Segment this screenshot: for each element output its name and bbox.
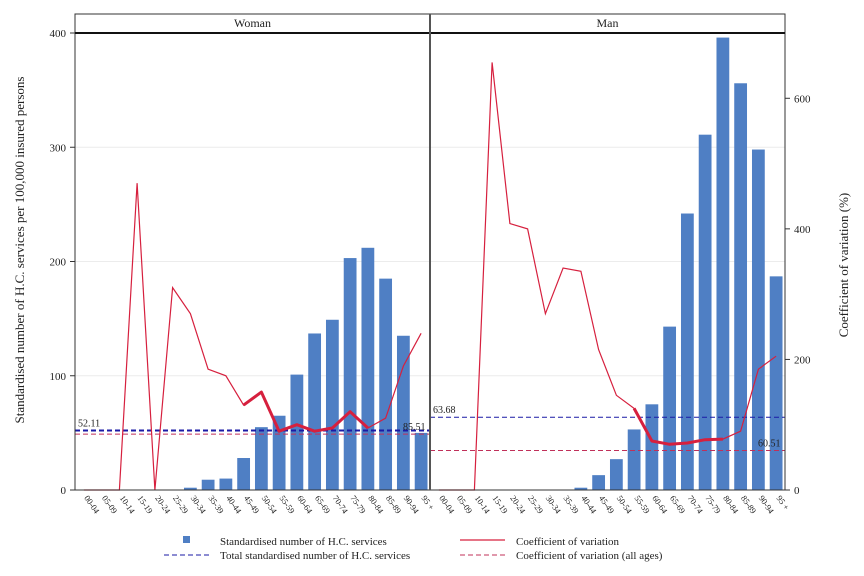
y-right-tick-label-600: 600 — [794, 93, 811, 105]
y-left-tick-label-200: 200 — [50, 257, 67, 269]
bar-man-85-89 — [734, 83, 748, 491]
x-tick-label-woman-75-79: 75-79 — [348, 493, 368, 515]
y-right-axis-title: Coefficient of variation (%) — [836, 193, 851, 338]
x-tick-label-man-60-64: 60-64 — [650, 493, 670, 516]
bar-woman-50-54 — [254, 427, 268, 490]
x-tick-label-man-25-29: 25-29 — [526, 493, 546, 515]
x-tick-label-man-35-39: 35-39 — [561, 493, 581, 515]
x-tick-label-woman-90-94: 90-94 — [402, 493, 422, 516]
total-label-man: 63.68 — [433, 405, 456, 416]
legend-label-total: Total standardised number of H.C. servic… — [220, 550, 410, 562]
bar-man-65-69 — [663, 326, 677, 490]
panel-title-man: Man — [597, 16, 619, 30]
bar-man-45-49 — [592, 475, 606, 490]
x-tick-label-man-90-94: 90-94 — [757, 493, 777, 516]
x-tick-label-woman-55-59: 55-59 — [277, 493, 297, 515]
x-tick-label-man-10-14: 10-14 — [473, 493, 493, 516]
bar-woman-80-84 — [361, 247, 375, 490]
legend-swatch-services — [183, 536, 190, 543]
x-tick-label-woman-40-44: 40-44 — [224, 493, 244, 516]
x-tick-label-woman-80-84: 80-84 — [366, 493, 386, 516]
cv-line-highlight-man — [632, 407, 723, 446]
x-tick-label-woman-60-64: 60-64 — [295, 493, 315, 516]
x-tick-label-man-70-74: 70-74 — [686, 493, 706, 516]
x-tick-label-woman-20-24: 20-24 — [153, 493, 173, 516]
y-left-tick-label-100: 100 — [50, 371, 67, 383]
y-left-axis-title: Standardised number of H.C. services per… — [12, 77, 27, 424]
bar-man-40-44 — [574, 487, 588, 490]
x-tick-label-man-40-44: 40-44 — [579, 493, 599, 516]
x-tick-label-man-85-89: 85-89 — [739, 493, 759, 515]
bar-woman-85-89 — [379, 278, 393, 490]
x-tick-label-woman-05-09: 05-09 — [100, 493, 120, 515]
total-label-woman: 52.11 — [78, 418, 100, 429]
cv-all-label-woman: 85.51 — [403, 422, 426, 433]
panel-frame-man — [429, 13, 786, 491]
x-tick-label-man-50-54: 50-54 — [615, 493, 635, 516]
bar-woman-40-44 — [219, 478, 233, 490]
bar-man-50-54 — [609, 459, 623, 490]
bar-woman-60-64 — [290, 374, 304, 490]
legend-label-services: Standardised number of H.C. services — [220, 536, 387, 548]
x-tick-label-woman-45-49: 45-49 — [242, 493, 262, 515]
cv-line-highlight-woman — [242, 390, 369, 433]
x-tick-label-woman-85-89: 85-89 — [384, 493, 404, 515]
panel-title-woman: Woman — [234, 16, 271, 30]
y-right-tick-label-0: 0 — [794, 485, 800, 497]
x-tick-label-woman-30-34: 30-34 — [189, 493, 209, 516]
bar-woman-65-69 — [308, 333, 322, 490]
x-tick-label-woman-65-69: 65-69 — [313, 493, 333, 515]
bar-woman-35-39 — [201, 479, 215, 490]
x-tick-label-woman-25-29: 25-29 — [171, 493, 191, 515]
bar-woman-70-74 — [325, 319, 339, 490]
x-tick-label-man-65-69: 65-69 — [668, 493, 688, 515]
panel-frame-woman — [74, 13, 431, 491]
x-tick-label-man-00-04: 00-04 — [437, 493, 457, 516]
bar-man-95 — [769, 276, 783, 490]
x-tick-label-woman-00-04: 00-04 — [82, 493, 102, 516]
x-tick-label-woman-10-14: 10-14 — [118, 493, 138, 516]
y-right-tick-label-400: 400 — [794, 224, 811, 236]
bar-woman-55-59 — [272, 415, 286, 490]
bar-man-55-59 — [627, 429, 641, 490]
x-tick-label-man-55-59: 55-59 — [632, 493, 652, 515]
x-tick-label-man-75-79: 75-79 — [703, 493, 723, 515]
x-tick-label-man-15-19: 15-19 — [490, 493, 510, 515]
x-tick-label-woman-50-54: 50-54 — [260, 493, 280, 516]
x-tick-label-man-45-49: 45-49 — [597, 493, 617, 515]
x-tick-label-man-95: 95 + — [774, 493, 791, 512]
y-left-tick-label-300: 300 — [50, 142, 67, 154]
bar-man-70-74 — [680, 213, 694, 490]
bar-man-90-94 — [751, 149, 765, 490]
legend-label-cv-all: Coefficient of variation (all ages) — [516, 550, 663, 562]
bar-woman-45-49 — [237, 458, 251, 490]
legend-label-cv: Coefficient of variation — [516, 536, 620, 548]
x-tick-label-man-20-24: 20-24 — [508, 493, 528, 516]
x-tick-label-woman-95: 95 + — [419, 493, 436, 512]
bar-woman-30-34 — [183, 487, 197, 490]
x-tick-label-woman-15-19: 15-19 — [135, 493, 155, 515]
bar-man-80-84 — [716, 37, 730, 490]
bar-woman-95 — [414, 432, 428, 490]
cv-all-label-man: 60.51 — [758, 438, 781, 449]
x-tick-label-man-80-84: 80-84 — [721, 493, 741, 516]
x-tick-label-woman-35-39: 35-39 — [206, 493, 226, 515]
bar-man-75-79 — [698, 134, 712, 490]
x-tick-label-man-05-09: 05-09 — [455, 493, 475, 515]
bar-woman-75-79 — [343, 258, 357, 490]
y-right-tick-label-200: 200 — [794, 354, 811, 366]
x-tick-label-man-30-34: 30-34 — [544, 493, 564, 516]
x-tick-label-woman-70-74: 70-74 — [331, 493, 351, 516]
y-left-tick-label-0: 0 — [61, 485, 67, 497]
y-left-tick-label-400: 400 — [50, 28, 67, 40]
bar-man-60-64 — [645, 404, 659, 490]
